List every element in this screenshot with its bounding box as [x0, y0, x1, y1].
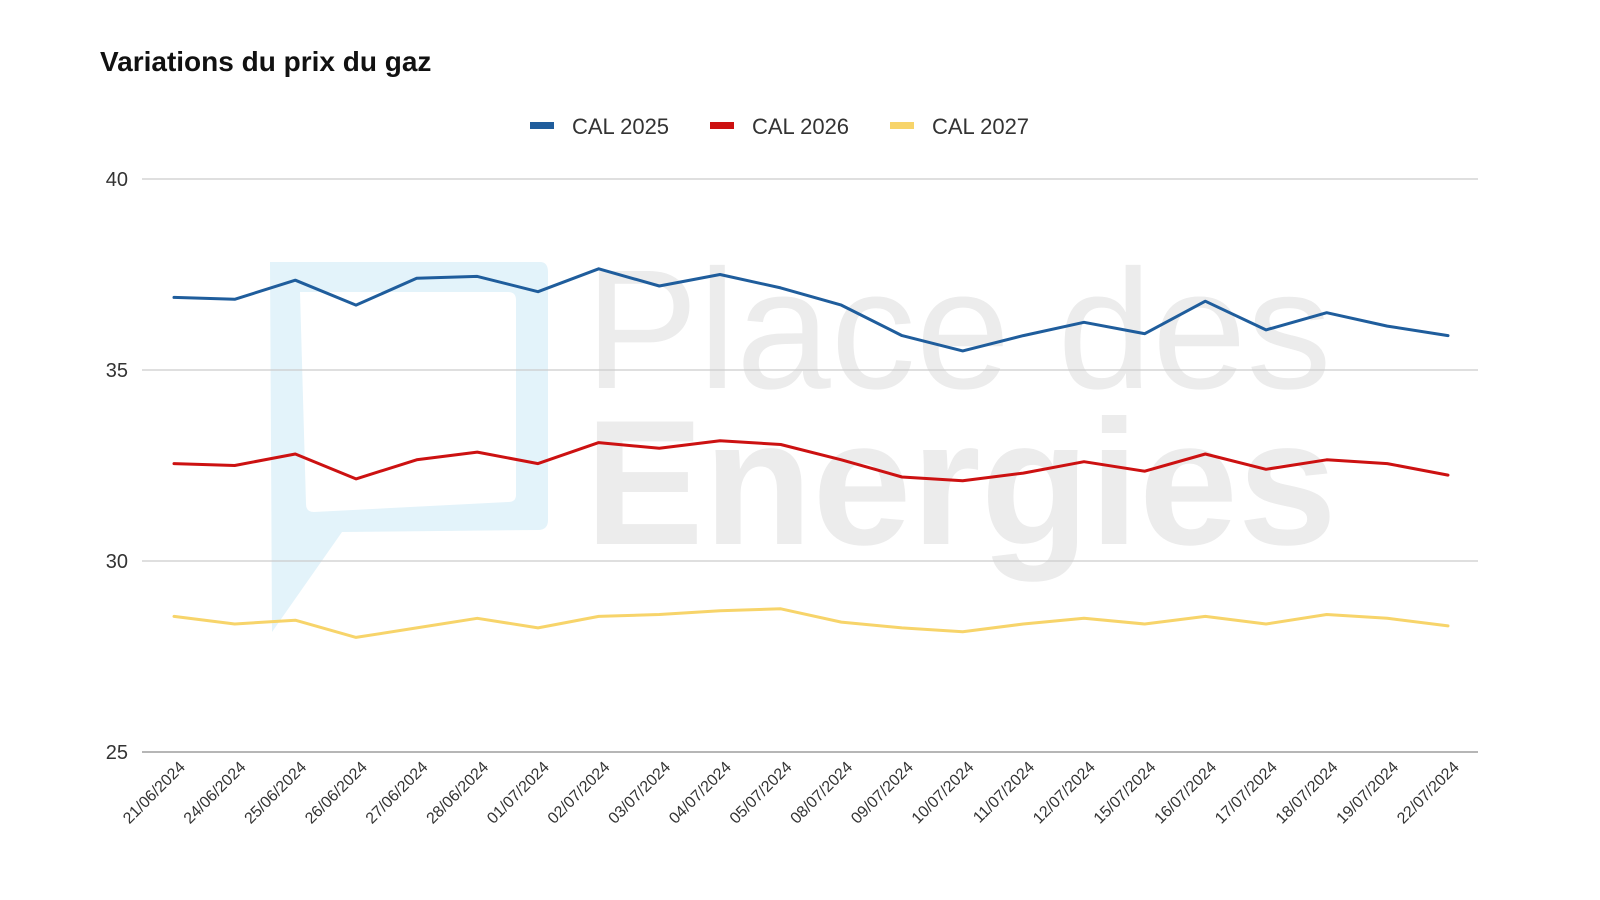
x-axis: 21/06/202424/06/202425/06/202426/06/2024… [120, 759, 1463, 828]
x-tick-label: 22/07/2024 [1394, 759, 1463, 828]
legend-swatch [890, 122, 914, 129]
x-tick-label: 19/07/2024 [1334, 759, 1403, 828]
x-tick-label: 27/06/2024 [363, 759, 432, 828]
x-tick-label: 25/06/2024 [242, 759, 311, 828]
x-tick-label: 09/07/2024 [848, 759, 917, 828]
watermark-logo-inner-icon [300, 292, 516, 512]
legend-label: CAL 2027 [932, 114, 1029, 139]
y-tick-label: 40 [106, 169, 128, 191]
legend-label: CAL 2026 [752, 114, 849, 139]
watermark: Place des Energies [270, 235, 1337, 632]
watermark-line1: Place des [585, 235, 1332, 425]
x-tick-label: 18/07/2024 [1273, 759, 1342, 828]
x-tick-label: 11/07/2024 [970, 759, 1038, 827]
x-tick-label: 16/07/2024 [1152, 759, 1221, 828]
legend: CAL 2025 CAL 2026 CAL 2027 [530, 114, 1029, 139]
legend-swatch [710, 122, 734, 129]
x-tick-label: 28/06/2024 [424, 759, 493, 828]
y-axis: 25 30 35 40 [106, 169, 128, 764]
legend-swatch [530, 122, 554, 129]
x-tick-label: 08/07/2024 [788, 759, 857, 828]
x-tick-label: 15/07/2024 [1091, 759, 1160, 828]
y-tick-label: 25 [106, 742, 128, 764]
x-tick-label: 12/07/2024 [1030, 759, 1099, 828]
x-tick-label: 03/07/2024 [606, 759, 675, 828]
series-line [172, 607, 1450, 639]
chart-title: Variations du prix du gaz [100, 46, 432, 77]
x-tick-label: 17/07/2024 [1212, 759, 1281, 828]
x-tick-label: 10/07/2024 [909, 759, 978, 828]
x-tick-label: 01/07/2024 [484, 759, 553, 828]
x-tick-label: 02/07/2024 [545, 759, 614, 828]
x-tick-label: 26/06/2024 [302, 759, 371, 828]
x-tick-label: 21/06/2024 [120, 759, 189, 828]
y-tick-label: 30 [106, 551, 128, 573]
x-tick-label: 05/07/2024 [727, 759, 796, 828]
series-line [172, 439, 1450, 483]
series-lines [172, 267, 1450, 639]
series-line [172, 267, 1450, 353]
gridlines [142, 178, 1478, 753]
x-tick-label: 24/06/2024 [181, 759, 250, 828]
y-tick-label: 35 [106, 360, 128, 382]
watermark-line2: Energies [585, 383, 1337, 582]
x-tick-label: 04/07/2024 [666, 759, 735, 828]
legend-label: CAL 2025 [572, 114, 669, 139]
